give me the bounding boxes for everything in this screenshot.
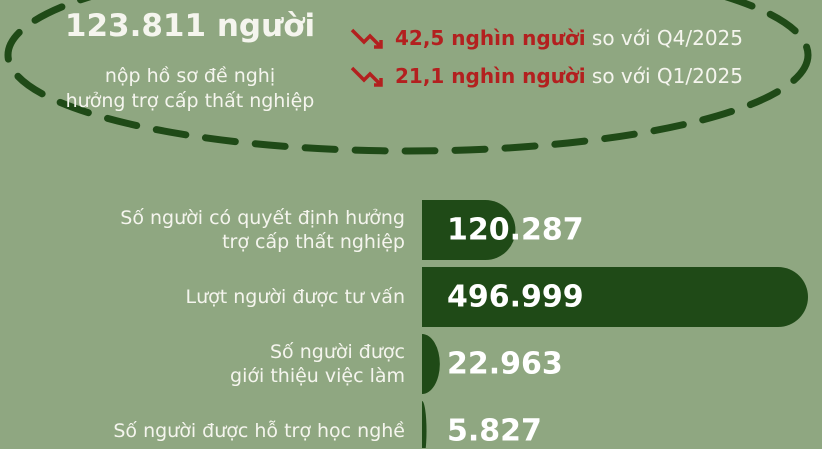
subtitle: nộp hồ sơ đề nghị hưởng trợ cấp thất ngh… bbox=[65, 65, 315, 112]
comparison-text: so với Q4/2025 bbox=[591, 26, 744, 50]
category-label: Số người được giới thiệu việc làm bbox=[230, 341, 405, 387]
bar bbox=[422, 401, 427, 448]
comparison-text: so với Q1/2025 bbox=[591, 64, 744, 88]
category-label: Số người được hỗ trợ học nghề bbox=[113, 420, 405, 442]
comparison: 21,1 nghìn người so với Q1/2025 bbox=[395, 64, 743, 88]
value-label: 5.827 bbox=[447, 413, 542, 449]
amount: 21,1 nghìn người bbox=[395, 64, 586, 88]
down-arrow bbox=[350, 28, 383, 49]
bar bbox=[422, 334, 440, 394]
value-label: 120.287 bbox=[447, 212, 584, 248]
value-label: 22.963 bbox=[447, 346, 563, 382]
headline: 123.811 người bbox=[64, 8, 316, 44]
down-arrow bbox=[350, 66, 383, 87]
category-label: Lượt người được tư vấn bbox=[185, 286, 405, 308]
down-arrow-head bbox=[374, 40, 383, 49]
bar bbox=[422, 200, 516, 260]
comparison: 42,5 nghìn người so với Q4/2025 bbox=[395, 26, 743, 50]
dashed-ellipse bbox=[4, 0, 812, 155]
down-arrow-head bbox=[374, 78, 383, 87]
category-label: Số người có quyết định hưởng trợ cấp thấ… bbox=[120, 207, 405, 253]
bar bbox=[422, 267, 808, 327]
value-label: 496.999 bbox=[447, 279, 584, 315]
amount: 42,5 nghìn người bbox=[395, 26, 586, 50]
